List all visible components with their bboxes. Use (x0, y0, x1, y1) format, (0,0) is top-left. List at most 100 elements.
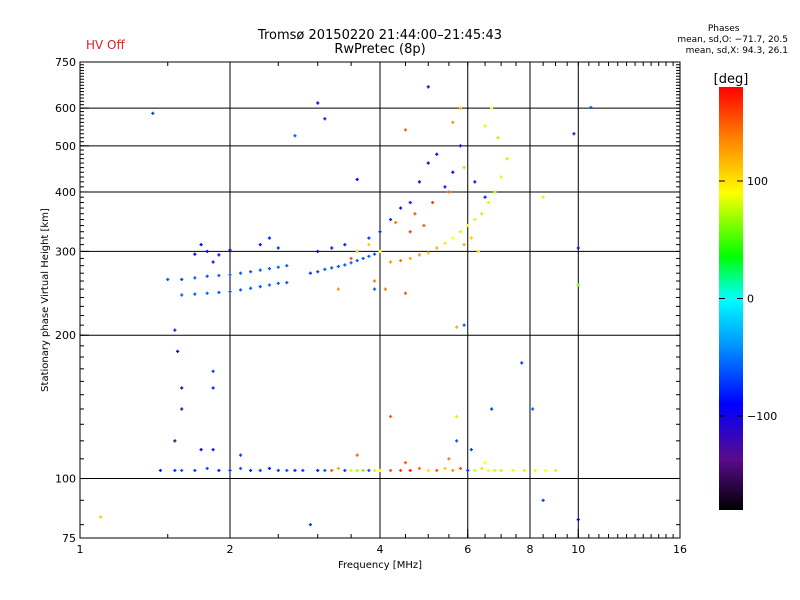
echo-point (451, 120, 455, 124)
echo-point (205, 466, 209, 471)
echo-point (205, 274, 209, 278)
echo-point (417, 253, 422, 257)
echo-point (576, 283, 580, 287)
echo-point (473, 180, 477, 184)
echo-point (372, 252, 377, 256)
echo-point (522, 468, 527, 473)
echo-point (378, 249, 382, 254)
echo-point (533, 468, 537, 473)
echo-point (316, 468, 320, 473)
echo-point (173, 439, 177, 443)
echo-point (180, 293, 184, 297)
echo-point (455, 439, 459, 443)
echo-point (180, 407, 184, 411)
echo-point (486, 200, 490, 205)
echo-point (211, 369, 215, 373)
echo-point (435, 152, 439, 156)
echo-point (388, 468, 393, 473)
echo-point (458, 106, 463, 110)
echo-point (490, 106, 494, 110)
echo-point (383, 287, 387, 291)
echo-point (451, 170, 455, 174)
echo-point (355, 249, 359, 254)
colorbar-tick-label: 0 (747, 293, 754, 306)
echo-point (293, 468, 297, 473)
echo-point (451, 236, 455, 240)
echo-point (267, 466, 272, 471)
echo-point (511, 468, 515, 473)
echo-point (349, 468, 353, 473)
echo-point (499, 175, 503, 179)
echo-point (336, 287, 340, 291)
echo-point (355, 177, 359, 182)
echo-point (193, 252, 197, 256)
echo-point (249, 468, 253, 473)
echo-point (576, 517, 580, 522)
echo-point (355, 468, 359, 473)
echo-point (180, 386, 184, 390)
echo-point (267, 236, 272, 240)
echo-point (408, 468, 412, 473)
echo-point (276, 281, 280, 286)
x-tick-label: 1 (77, 543, 84, 556)
echo-point (323, 468, 327, 473)
echo-point (372, 287, 377, 291)
echo-point (462, 166, 466, 170)
echo-point (217, 253, 221, 257)
echo-point (211, 260, 215, 264)
colorbar-tick-label: 100 (747, 175, 768, 188)
echo-point (205, 291, 209, 295)
echo-point (355, 258, 359, 263)
echo-point (426, 468, 430, 473)
echo-point (417, 180, 422, 184)
y-axis-label: Stationary phase Virtual Height [km] (40, 208, 51, 392)
echo-point (413, 212, 417, 216)
echo-point (483, 461, 487, 465)
echo-point (455, 325, 459, 329)
echo-point (473, 468, 477, 473)
echo-point (531, 407, 535, 411)
echo-point (408, 256, 412, 261)
echo-point (399, 206, 403, 210)
echo-point (228, 248, 232, 252)
echo-point (173, 468, 177, 473)
hv-status-label: HV Off (86, 38, 125, 52)
echo-point (301, 468, 305, 473)
echo-point (399, 468, 403, 473)
x-tick-label: 4 (377, 543, 384, 556)
echo-point (408, 200, 412, 205)
echo-point (447, 457, 451, 461)
echo-point (496, 136, 500, 140)
echo-point (505, 157, 509, 161)
x-tick-label: 10 (571, 543, 585, 556)
echo-point (330, 266, 334, 270)
x-axis-label: Frequency [MHz] (338, 560, 422, 571)
echo-point (462, 323, 466, 327)
echo-point (193, 468, 197, 473)
echo-point (483, 124, 487, 128)
echo-point (486, 468, 490, 473)
echo-point (228, 273, 232, 277)
echo-point (435, 246, 439, 250)
echo-point (316, 249, 320, 254)
x-tick-label: 6 (464, 543, 471, 556)
echo-point (499, 468, 503, 473)
phase-stats: Phases mean, sd,O: −71.7, 20.5 mean, sd,… (677, 24, 788, 57)
echo-point (367, 236, 371, 240)
echo-point (293, 134, 297, 138)
echo-point (211, 448, 215, 452)
echo-point (166, 277, 170, 282)
echo-point (308, 271, 313, 275)
y-tick-label: 400 (55, 186, 76, 199)
echo-point (388, 414, 393, 419)
y-tick-label: 75 (62, 532, 76, 545)
echo-point (426, 85, 430, 89)
echo-point (541, 498, 545, 502)
echo-point (308, 523, 313, 527)
chart-subtitle: RwPretec (8p) (334, 42, 426, 57)
echo-point (576, 246, 580, 250)
echo-point (276, 265, 280, 269)
y-tick-label: 600 (55, 102, 76, 115)
echo-point (349, 261, 353, 265)
